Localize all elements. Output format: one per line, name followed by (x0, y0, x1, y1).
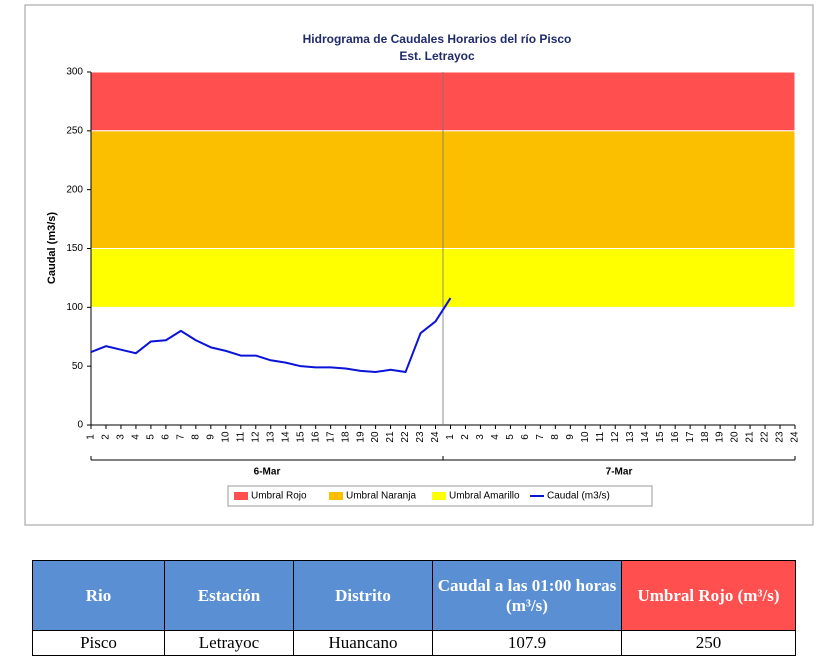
x-tick-label: 5 (146, 434, 157, 440)
x-tick-label: 7 (176, 434, 187, 440)
x-tick-label: 13 (625, 431, 636, 443)
x-tick-label: 14 (640, 431, 651, 443)
group-label: 6-Mar (254, 467, 281, 478)
cell: 107.9 (432, 630, 622, 656)
x-tick-label: 2 (460, 434, 471, 440)
legend-label: Umbral Rojo (251, 491, 307, 502)
x-tick-label: 11 (235, 431, 246, 442)
y-tick-label: 100 (66, 302, 83, 313)
header-cell: Rio (32, 560, 165, 631)
x-tick-label: 11 (595, 431, 606, 442)
x-tick-label: 24 (430, 431, 441, 443)
header-cell: Umbral Rojo (m³/s) (621, 560, 796, 631)
group-label: 7-Mar (606, 467, 633, 478)
y-tick-label: 300 (66, 67, 83, 78)
x-tick-label: 20 (370, 431, 381, 443)
x-tick-label: 6 (520, 434, 531, 440)
x-tick-label: 10 (220, 431, 231, 443)
x-tick-label: 1 (86, 434, 97, 440)
x-tick-label: 10 (580, 431, 591, 443)
x-tick-label: 4 (131, 434, 142, 440)
x-tick-label: 23 (415, 431, 426, 443)
x-tick-label: 19 (355, 431, 366, 443)
x-tick-label: 1 (445, 434, 456, 440)
x-tick-label: 23 (775, 431, 786, 443)
legend-label: Umbral Naranja (346, 491, 416, 502)
x-tick-label: 3 (475, 434, 486, 440)
x-tick-label: 22 (400, 431, 411, 443)
y-tick-label: 150 (66, 243, 83, 254)
x-tick-label: 18 (700, 431, 711, 443)
x-tick-label: 17 (685, 431, 696, 443)
y-tick-label: 200 (66, 184, 83, 195)
cell: Huancano (293, 630, 433, 656)
x-tick-label: 12 (610, 431, 621, 443)
chart-subtitle: Est. Letrayoc (399, 49, 475, 63)
x-tick-label: 19 (715, 431, 726, 443)
y-tick-label: 250 (66, 125, 83, 136)
x-tick-label: 20 (730, 431, 741, 443)
chart: Hidrograma de Caudales Horarios del río … (24, 4, 814, 526)
x-tick-label: 6 (161, 434, 172, 440)
header-cell: Distrito (293, 560, 433, 631)
x-tick-label: 18 (340, 431, 351, 443)
legend-label: Umbral Amarillo (449, 491, 520, 502)
y-tick-label: 0 (77, 420, 83, 431)
x-tick-label: 17 (325, 431, 336, 443)
x-tick-label: 22 (760, 431, 771, 443)
x-tick-label: 8 (190, 434, 201, 440)
x-tick-label: 15 (655, 431, 666, 443)
cell: Letrayoc (164, 630, 294, 656)
legend-label: Caudal (m3/s) (547, 491, 610, 502)
x-tick-label: 16 (310, 431, 321, 443)
x-tick-label: 14 (280, 431, 291, 443)
x-tick-label: 9 (205, 434, 216, 440)
y-tick-label: 50 (72, 361, 84, 372)
y-axis-label: Caudal (m3/s) (46, 212, 58, 284)
data-line (90, 297, 452, 374)
header-cell: Caudal a las 01:00 horas (m³/s) (432, 560, 622, 631)
legend-swatch (329, 492, 343, 500)
x-tick-label: 2 (101, 434, 112, 440)
legend-swatch (432, 492, 446, 500)
x-tick-label: 3 (116, 434, 127, 440)
x-tick-label: 15 (295, 431, 306, 443)
cell: Pisco (32, 630, 165, 656)
x-tick-label: 4 (490, 434, 501, 440)
x-tick-label: 21 (745, 431, 756, 443)
x-tick-label: 12 (250, 431, 261, 443)
x-tick-label: 7 (535, 434, 546, 440)
x-tick-label: 21 (385, 431, 396, 443)
x-tick-label: 13 (265, 431, 276, 443)
header-cell: Estación (164, 560, 294, 631)
x-tick-label: 16 (670, 431, 681, 443)
x-tick-label: 24 (790, 431, 801, 443)
chart-title: Hidrograma de Caudales Horarios del río … (303, 32, 572, 46)
data-table: Rio Estación Distrito Caudal a las 01:00… (32, 560, 796, 656)
x-tick-label: 5 (505, 434, 516, 440)
cell: 250 (621, 630, 796, 656)
x-tick-label: 9 (565, 434, 576, 440)
legend-swatch (234, 492, 248, 500)
x-tick-label: 8 (550, 434, 561, 440)
